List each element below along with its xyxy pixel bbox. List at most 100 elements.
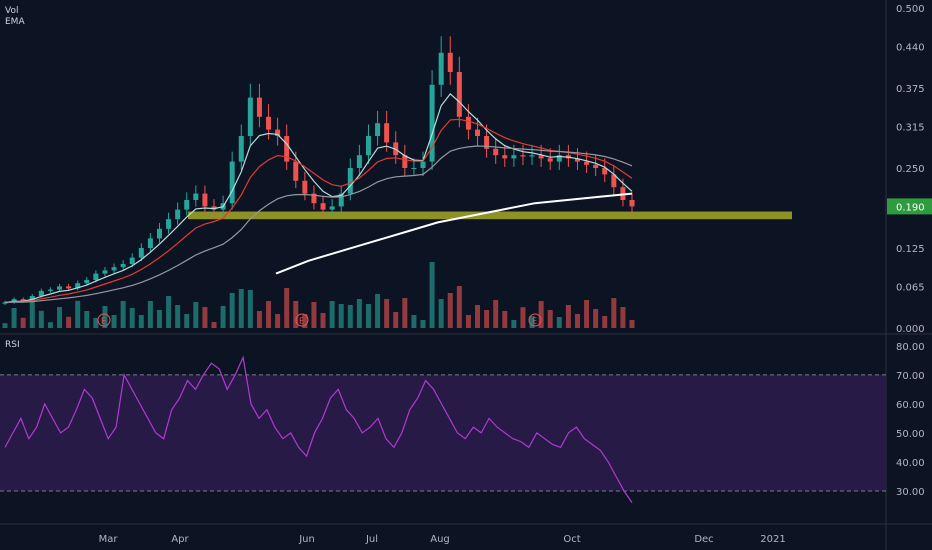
volume-bar: [266, 301, 272, 328]
candle-body: [520, 155, 526, 157]
candle-body: [320, 203, 326, 210]
volume-bar: [57, 307, 63, 328]
last-price-tag: 0.190: [887, 198, 932, 215]
volume-bar: [574, 314, 580, 328]
volume-bar: [602, 316, 608, 328]
candle-body: [511, 155, 517, 159]
candle-body: [475, 129, 481, 136]
volume-bar: [2, 323, 8, 328]
volume-bar: [402, 298, 408, 328]
rsi-tick-label: 50.00: [896, 429, 925, 440]
candle-body: [420, 161, 426, 168]
vol-label: Vol: [5, 6, 19, 16]
volume-bar: [611, 298, 617, 328]
volume-bar: [311, 302, 317, 328]
rsi-tick-label: 80.00: [896, 342, 925, 353]
candle-body: [356, 155, 362, 168]
candle-body: [311, 193, 317, 204]
volume-bar: [384, 299, 390, 328]
candle-body: [120, 264, 126, 268]
volume-bar: [284, 288, 290, 328]
earnings-marker-circle: [97, 313, 111, 327]
candle-body: [156, 228, 162, 239]
earnings-marker-label: E: [532, 317, 537, 326]
volume-bar: [275, 314, 281, 328]
volume-bar: [365, 304, 371, 328]
candle-body: [611, 174, 617, 188]
rsi-label: RSI: [5, 340, 20, 350]
price-tick-label: 0.500: [896, 4, 925, 15]
candle-body: [293, 161, 299, 181]
earnings-marker: E: [295, 313, 309, 327]
candle-body: [238, 136, 244, 162]
volume-bar: [147, 301, 153, 328]
volume-bar: [202, 307, 208, 328]
time-tick-label: 2021: [760, 534, 785, 545]
volume-bar: [75, 300, 81, 328]
volume-bar: [429, 262, 435, 328]
candle-body: [438, 52, 444, 85]
rsi-tick-label: 60.00: [896, 400, 925, 411]
candle-body: [629, 200, 635, 207]
candle-body: [384, 123, 390, 143]
volume-bar: [475, 305, 481, 328]
candle-body: [111, 267, 117, 271]
volume-bar: [420, 320, 426, 328]
candle-body: [93, 273, 99, 280]
time-tick-label: Jun: [298, 534, 315, 545]
candle-body: [256, 97, 262, 117]
candle-body: [247, 97, 253, 136]
rsi-tick-label: 70.00: [896, 371, 925, 382]
candle-body: [166, 219, 172, 229]
earnings-marker-circle: [295, 313, 309, 327]
volume-bar: [220, 306, 226, 328]
candle-body: [57, 286, 63, 290]
candle-body: [556, 155, 562, 162]
volume-bar: [175, 305, 181, 328]
candle-body: [175, 209, 181, 220]
last-price-bg: [887, 198, 932, 215]
last-price-label: 0.190: [896, 202, 925, 213]
ema-mid-line: [4, 118, 633, 303]
candle-body: [2, 302, 8, 304]
volume-bar: [93, 318, 99, 328]
volume-bar: [338, 304, 344, 328]
volume-bar: [229, 293, 235, 328]
volume-bar: [529, 316, 535, 328]
candle-body: [84, 280, 90, 284]
volume-bar: [184, 314, 190, 328]
candle-body: [347, 168, 353, 194]
price-tick-label: 0.375: [896, 84, 925, 95]
candle-body: [329, 206, 335, 210]
price-tick-label: 0.250: [896, 164, 925, 175]
candle-body: [147, 238, 153, 248]
volume-bar: [484, 310, 490, 328]
candle-body: [447, 52, 453, 72]
volume-bar: [38, 310, 44, 328]
candle-body: [102, 270, 108, 274]
volume-bar: [211, 322, 217, 328]
candle-body: [602, 168, 608, 175]
volume-bar: [629, 320, 635, 328]
candle-body: [429, 84, 435, 162]
candle-body: [20, 299, 26, 302]
candle-body: [402, 155, 408, 168]
rsi-band: [0, 374, 886, 491]
volume-bar: [584, 300, 590, 328]
volume-bar: [447, 293, 453, 328]
candle-body: [484, 136, 490, 149]
earnings-marker: E: [97, 313, 111, 327]
volume-bar: [620, 307, 626, 328]
candle-body: [456, 72, 462, 117]
volume-bar: [302, 314, 308, 328]
volume-bar: [593, 309, 599, 328]
rsi-tick-label: 30.00: [896, 487, 925, 498]
candle-body: [365, 136, 371, 156]
volume-bar: [47, 322, 53, 328]
candle-body: [375, 123, 381, 136]
candle-body: [29, 296, 35, 302]
ema-fast-line: [4, 93, 633, 303]
candle-body: [275, 129, 281, 136]
volume-bar: [556, 317, 562, 328]
